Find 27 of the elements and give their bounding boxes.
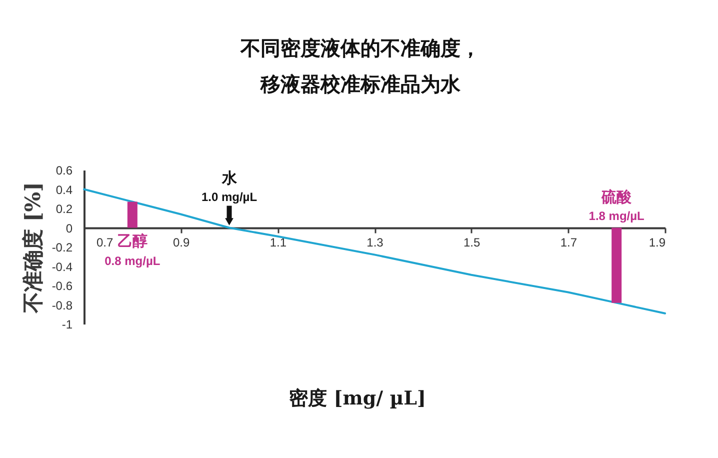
y-tick-label: -0.4 [52, 260, 73, 274]
x-tick-label: 0.7 [96, 235, 114, 250]
x-tick-label: 0.9 [172, 235, 190, 250]
x-tick-label: 1.3 [366, 235, 384, 250]
chart-title: 不同密度液体的不准确度， [240, 36, 480, 60]
y-tick-label: 0.4 [56, 182, 73, 197]
x-axis-title: 密度 [mg/ µL] [289, 387, 426, 410]
annotation: 1.0 mg/µL [201, 190, 258, 204]
annotation: 1.8 mg/µL [588, 208, 644, 223]
x-tick-label: 1.7 [560, 235, 578, 250]
line-series [83, 188, 666, 314]
y-tick-label: -0.2 [52, 240, 73, 254]
y-tick-label: -1 [62, 318, 73, 332]
x-tick-label: 1.9 [648, 235, 666, 250]
chart-subtitle: 移液器校准标准品为水 [260, 72, 462, 96]
y-axis-title: 不准确度 [%] [20, 182, 45, 314]
annotation: 0.8 mg/µL [104, 254, 160, 268]
annotation: 硫酸 [600, 188, 633, 206]
x-tick-label: 1.1 [270, 235, 287, 250]
annotation: 乙醇 [117, 232, 148, 250]
y-tick-label: 0.2 [56, 202, 73, 216]
y-tick-label: -0.6 [52, 279, 73, 293]
y-tick-label: 0.6 [56, 164, 73, 178]
x-tick-label: 1.5 [463, 235, 480, 250]
y-tick-label: -0.8 [52, 298, 73, 312]
annotation: 水 [220, 168, 238, 187]
y-tick-label: 0 [66, 221, 73, 236]
